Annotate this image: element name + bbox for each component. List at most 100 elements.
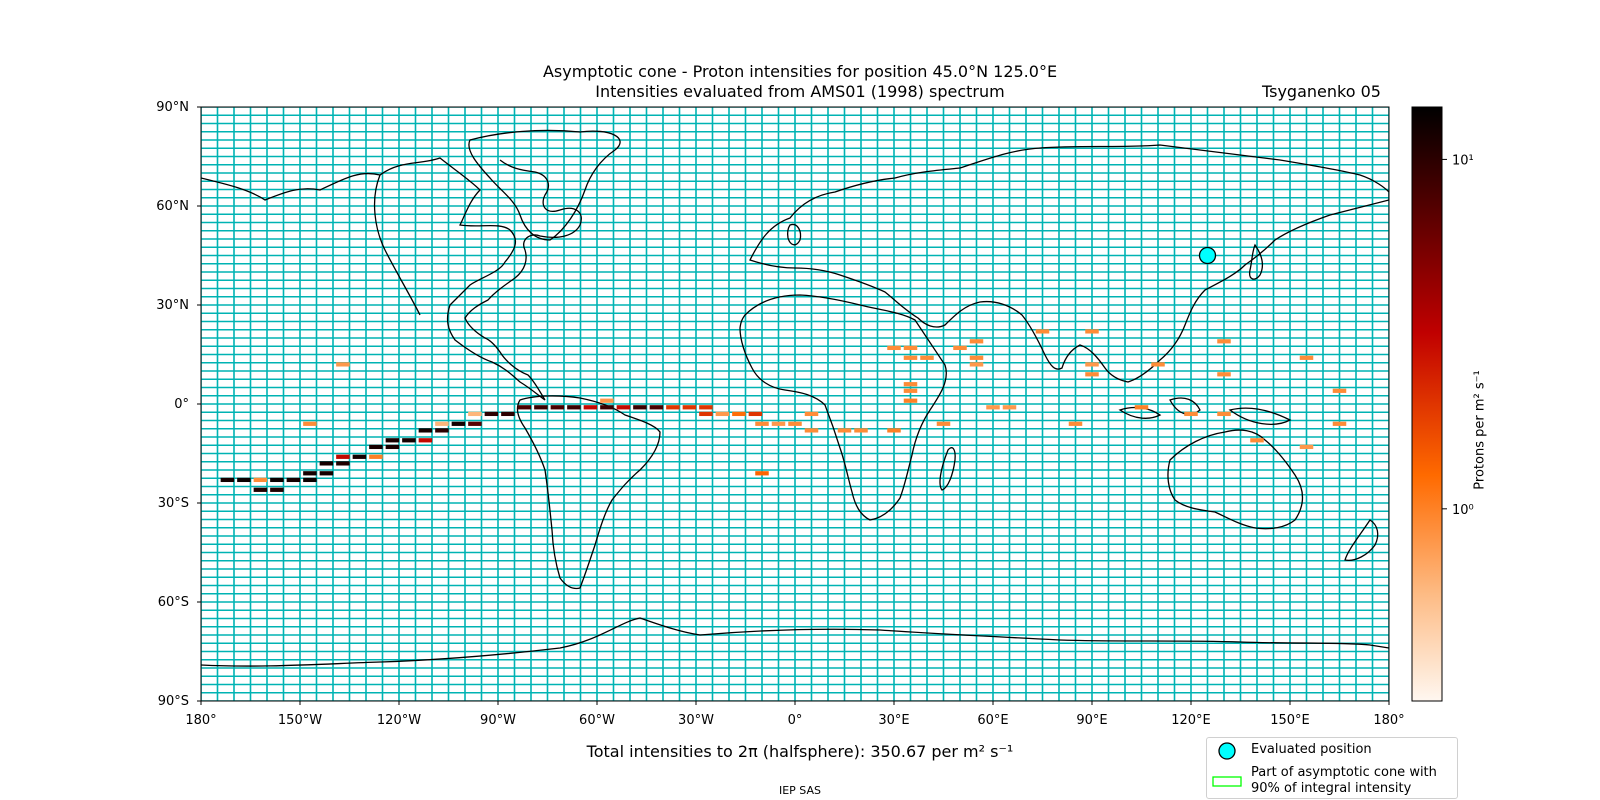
- intensity-cell: [903, 345, 918, 351]
- credit-label: IEP SAS: [778, 784, 822, 797]
- intensity-cell: [633, 405, 647, 410]
- asymptotic-grid: [201, 107, 1389, 701]
- intensity-cell: [936, 421, 951, 426]
- intensity-cell: [319, 461, 334, 466]
- intensity-cell: [969, 362, 984, 367]
- colorbar-tick-label: 10⁰: [1452, 503, 1474, 518]
- legend-marker-icon: [1218, 742, 1236, 760]
- latitude-ticks: 90°N 60°N 30°N 0° 30°S 60°S 90°S: [156, 100, 201, 709]
- intensity-cell: [567, 405, 581, 410]
- lon-tick-label: 150°E: [1270, 713, 1310, 728]
- intensity-cell: [253, 487, 268, 492]
- lon-tick-label: 60°E: [977, 713, 1008, 728]
- intensity-cell: [468, 421, 482, 426]
- coastlines: [201, 129, 1389, 667]
- intensity-cell: [1217, 339, 1231, 344]
- lat-tick-label: 60°N: [156, 199, 189, 214]
- intensity-cell: [1134, 405, 1149, 410]
- lon-tick-label: 30°W: [678, 713, 714, 728]
- colorbar-tick-label: 10¹: [1452, 153, 1474, 168]
- total-intensity-text: Total intensities to 2π (halfsphere): 35…: [586, 742, 1014, 761]
- intensity-cell: [1332, 388, 1347, 393]
- lat-tick-label: 30°N: [156, 298, 189, 313]
- intensity-cell: [887, 428, 901, 433]
- intensity-cell: [600, 398, 614, 403]
- legend-cone-label-1: Part of asymptotic cone with: [1251, 765, 1437, 780]
- intensity-cell: [920, 355, 934, 360]
- intensity-cell: [1085, 362, 1099, 367]
- intensity-cell: [854, 428, 868, 433]
- intensity-cell: [336, 461, 350, 466]
- intensity-cell: [336, 362, 350, 367]
- intensity-cell: [1002, 405, 1017, 410]
- field-model-label: Tsyganenko 05: [1262, 82, 1381, 101]
- intensity-cell: [1217, 411, 1231, 417]
- intensity-cell: [666, 405, 680, 410]
- intensity-cell: [755, 471, 769, 476]
- intensity-cell: [303, 421, 317, 426]
- intensity-cell: [1184, 411, 1198, 417]
- intensity-cell: [385, 438, 400, 443]
- intensity-cell: [550, 405, 565, 410]
- intensity-cell: [286, 477, 301, 483]
- lon-tick-label: 120°E: [1171, 713, 1211, 728]
- intensity-cell: [732, 411, 746, 417]
- intensity-cell: [484, 411, 499, 417]
- intensity-cell: [468, 411, 482, 417]
- intensity-cell: [903, 388, 918, 393]
- intensity-cell: [600, 405, 614, 410]
- lon-tick-label: 30°E: [878, 713, 909, 728]
- intensity-cell: [402, 438, 416, 443]
- intensity-cell: [887, 345, 901, 351]
- lon-tick-label: 150°W: [278, 713, 322, 728]
- intensity-cell: [369, 454, 383, 459]
- intensity-cell: [319, 471, 334, 476]
- map-subtitle: Intensities evaluated from AMS01 (1998) …: [595, 82, 1005, 101]
- intensity-cell: [220, 477, 235, 483]
- intensity-cell: [771, 421, 786, 426]
- intensity-cell: [837, 428, 852, 433]
- intensity-cell: [969, 339, 984, 344]
- intensity-cell: [1035, 329, 1050, 334]
- intensity-cell: [1068, 421, 1083, 426]
- intensity-cell: [1299, 444, 1314, 450]
- lon-tick-label: 90°W: [480, 713, 516, 728]
- intensity-cell: [385, 444, 400, 450]
- intensity-cell: [435, 428, 449, 433]
- colorbar-ticks: 10¹ 10⁰: [1442, 153, 1474, 518]
- legend-cone-label-2: 90% of integral intensity: [1251, 781, 1412, 796]
- intensity-cell: [1217, 372, 1231, 377]
- lon-tick-label: 120°W: [377, 713, 421, 728]
- intensity-cell: [649, 405, 664, 410]
- intensity-cell: [418, 438, 433, 443]
- intensity-cell: [1085, 329, 1099, 334]
- intensity-cell: [715, 411, 730, 417]
- intensity-cell: [501, 411, 515, 417]
- intensity-cell: [699, 405, 713, 410]
- intensity-cell: [435, 421, 449, 426]
- lat-tick-label: 90°S: [158, 694, 189, 709]
- colorbar: [1411, 106, 1443, 702]
- intensity-cell: [451, 421, 466, 426]
- intensity-cell: [303, 471, 317, 476]
- evaluated-position-marker[interactable]: [1198, 246, 1217, 265]
- intensity-cells: [220, 329, 1347, 492]
- intensity-cell: [969, 355, 984, 360]
- intensity-cell: [352, 454, 367, 459]
- intensity-cell: [804, 428, 819, 433]
- intensity-cell: [903, 382, 918, 387]
- lat-tick-label: 0°: [174, 397, 189, 412]
- intensity-cell: [755, 421, 769, 426]
- intensity-cell: [270, 477, 284, 483]
- legend-cone-icon: [1212, 776, 1242, 787]
- intensity-cell: [583, 405, 598, 410]
- intensity-cell: [237, 477, 251, 483]
- intensity-cell: [616, 405, 631, 410]
- intensity-cell: [1151, 362, 1165, 367]
- intensity-cell: [804, 411, 819, 417]
- lon-tick-label: 0°: [788, 713, 803, 728]
- intensity-cell: [534, 405, 548, 410]
- intensity-cell: [336, 454, 350, 459]
- map-title: Asymptotic cone - Proton intensities for…: [542, 62, 1058, 81]
